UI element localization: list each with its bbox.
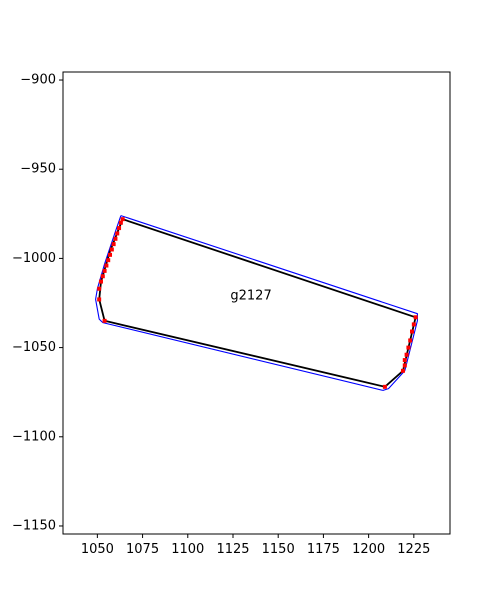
vertex-point bbox=[120, 217, 125, 222]
vertex-point bbox=[402, 363, 407, 368]
vertex-point bbox=[100, 274, 105, 279]
vertex-point bbox=[104, 263, 109, 268]
vertex-point bbox=[115, 231, 120, 236]
x-tick-label: 1175 bbox=[307, 542, 340, 557]
y-tick-label: −900 bbox=[20, 73, 56, 88]
x-tick-label: 1200 bbox=[352, 542, 385, 557]
vertex-point bbox=[382, 384, 387, 389]
vertex-point bbox=[113, 236, 118, 241]
plot-layer bbox=[95, 215, 418, 391]
vertex-point bbox=[106, 258, 111, 263]
x-tick-label: 1225 bbox=[397, 542, 430, 557]
shape-label: g2127 bbox=[230, 288, 271, 303]
y-tick-label: −950 bbox=[20, 162, 56, 177]
vertex-point bbox=[400, 368, 405, 373]
vertex-point bbox=[109, 247, 114, 252]
vertex-point bbox=[408, 338, 413, 343]
vertex-point bbox=[97, 297, 102, 302]
vertex-point bbox=[404, 352, 409, 357]
y-tick-label: −1050 bbox=[12, 340, 56, 355]
vertex-point bbox=[411, 322, 416, 327]
vertex-point bbox=[117, 226, 122, 231]
x-tick-label: 1100 bbox=[171, 542, 204, 557]
x-tick-label: 1150 bbox=[262, 542, 295, 557]
vertex-point bbox=[102, 268, 107, 273]
y-tick-label: −1150 bbox=[12, 518, 56, 533]
vertex-point bbox=[406, 345, 411, 350]
vertex-point bbox=[97, 286, 102, 291]
axes-frame bbox=[62, 71, 451, 535]
vertex-point bbox=[108, 252, 113, 257]
y-tick-label: −1100 bbox=[12, 429, 56, 444]
vertex-point bbox=[413, 315, 418, 320]
x-axis: 1050 1075 1100 1125 1150 1175 1200 1225 bbox=[81, 534, 430, 557]
vertex-point bbox=[102, 318, 107, 323]
y-axis: −900 −950 −1000 −1050 −1100 −1150 bbox=[12, 73, 63, 533]
vertex-point bbox=[118, 220, 123, 225]
vertex-point bbox=[111, 242, 116, 247]
x-tick-label: 1125 bbox=[216, 542, 249, 557]
x-tick-label: 1050 bbox=[81, 542, 114, 557]
vertex-point bbox=[410, 329, 415, 334]
vertex-point bbox=[98, 279, 103, 284]
vertex-point bbox=[402, 358, 407, 363]
y-tick-label: −1000 bbox=[12, 251, 56, 266]
x-tick-label: 1075 bbox=[126, 542, 159, 557]
